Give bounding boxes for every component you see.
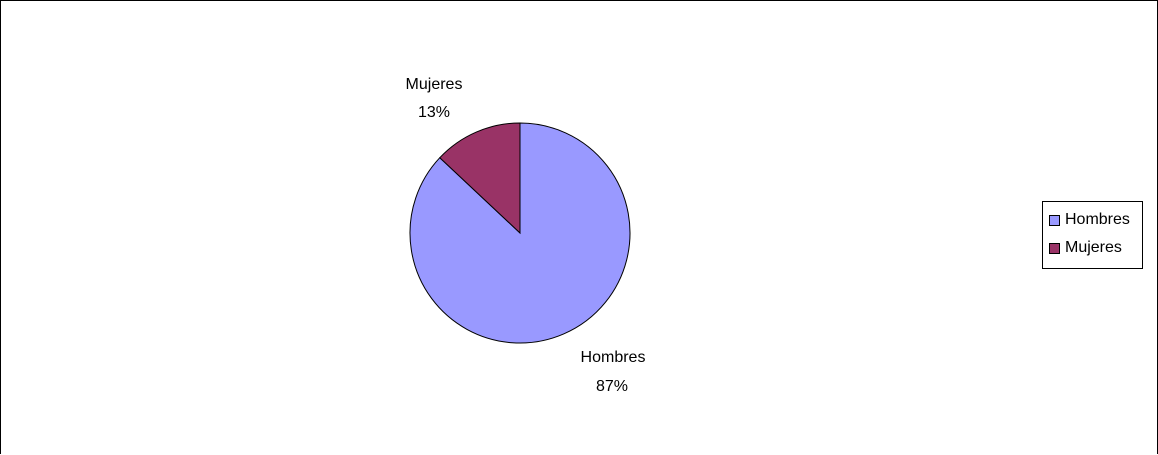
legend-item-hombres: Hombres xyxy=(1049,206,1142,234)
legend: Hombres Mujeres xyxy=(1042,201,1143,269)
slice-label-hombres-percent: 87% xyxy=(596,378,628,395)
slice-label-mujeres-name: Mujeres xyxy=(406,76,463,93)
legend-label-hombres: Hombres xyxy=(1065,211,1130,228)
slice-label-mujeres-percent: 13% xyxy=(418,104,450,121)
legend-label-mujeres: Mujeres xyxy=(1065,239,1122,256)
legend-swatch-mujeres xyxy=(1049,242,1060,254)
slice-label-mujeres: Mujeres 13% xyxy=(406,76,463,121)
legend-swatch-hombres xyxy=(1049,214,1060,226)
pie-slices xyxy=(409,122,631,344)
pie-slice-mujeres xyxy=(439,122,521,235)
slice-label-hombres: Hombres 87% xyxy=(581,349,646,395)
legend-item-mujeres: Mujeres xyxy=(1049,234,1142,262)
slice-label-hombres-name: Hombres xyxy=(581,349,646,366)
